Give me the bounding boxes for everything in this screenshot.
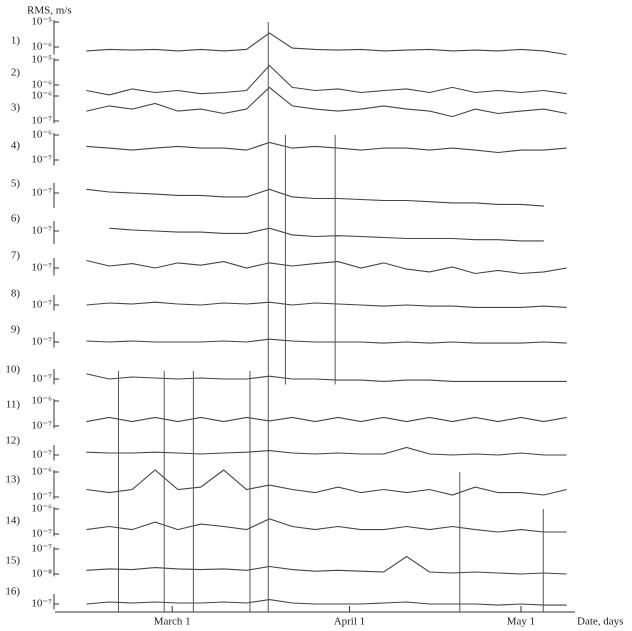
trace <box>109 227 544 242</box>
trace <box>86 64 567 96</box>
trace <box>86 259 567 275</box>
trace <box>86 141 567 154</box>
y-tick-label: 10⁻⁶ <box>31 90 52 102</box>
y-tick-label: 10⁻⁷ <box>31 154 52 166</box>
y-tick-label: 10⁻⁷ <box>31 420 52 432</box>
panel-label: 12) <box>5 435 20 447</box>
trace <box>86 446 567 456</box>
panel-label: 6) <box>11 213 21 225</box>
y-tick-label: 10⁻⁷ <box>31 543 52 555</box>
panel-label: 3) <box>11 102 21 114</box>
panel-label: 13) <box>5 474 20 486</box>
y-tick-label: 10⁻⁷ <box>31 262 52 274</box>
y-axis-label: RMS, m/s <box>27 5 72 17</box>
x-tick-label: March 1 <box>154 616 191 628</box>
panel-label: 2) <box>11 67 21 79</box>
trace <box>86 599 567 606</box>
trace <box>86 188 544 207</box>
trace <box>86 301 567 308</box>
y-tick-label: 10⁻⁶ <box>31 466 52 478</box>
trace <box>86 469 567 496</box>
panel-label: 1) <box>11 35 21 47</box>
panel-label: 11) <box>6 399 21 411</box>
panel-label: 7) <box>11 250 21 262</box>
y-tick-label: 10⁻⁵ <box>31 16 52 28</box>
panel-label: 14) <box>5 515 20 527</box>
y-tick-label: 10⁻⁷ <box>31 491 52 503</box>
trace <box>86 518 567 533</box>
x-axis-label: Date, days <box>577 616 623 628</box>
y-tick-label: 10⁻⁷ <box>31 299 52 311</box>
x-tick-label: April 1 <box>334 616 365 628</box>
trace <box>86 555 567 575</box>
y-tick-label: 10⁻⁷ <box>31 598 52 610</box>
trace <box>86 416 567 423</box>
panel-label: 4) <box>11 140 21 152</box>
y-tick-label: 10⁻⁷ <box>31 449 52 461</box>
y-tick-label: 10⁻⁶ <box>31 503 52 515</box>
y-tick-label: 10⁻⁶ <box>31 395 52 407</box>
trace <box>86 32 567 56</box>
trace <box>86 338 567 344</box>
y-tick-label: 10⁻⁷ <box>31 528 52 540</box>
y-tick-label: 10⁻⁶ <box>31 79 52 91</box>
trace <box>86 86 567 118</box>
y-tick-label: 10⁻⁷ <box>31 115 52 127</box>
panel-label: 5) <box>11 178 21 190</box>
y-tick-label: 10⁻⁶ <box>31 129 52 141</box>
panel-label: 15) <box>5 555 20 567</box>
y-tick-label: 10⁻⁷ <box>31 373 52 385</box>
y-tick-label: 10⁻⁷ <box>31 336 52 348</box>
y-tick-label: 10⁻⁸ <box>31 568 52 580</box>
y-tick-label: 10⁻⁷ <box>31 225 52 237</box>
panel-label: 8) <box>11 288 21 300</box>
y-tick-label: 10⁻⁷ <box>31 187 52 199</box>
panel-label: 10) <box>5 364 20 376</box>
x-tick-label: May 1 <box>507 616 535 628</box>
trace <box>86 373 567 382</box>
panel-label: 16) <box>5 586 20 598</box>
y-tick-label: 10⁻⁵ <box>31 54 52 66</box>
y-tick-label: 10⁻⁶ <box>31 41 52 53</box>
panel-label: 9) <box>11 324 21 336</box>
